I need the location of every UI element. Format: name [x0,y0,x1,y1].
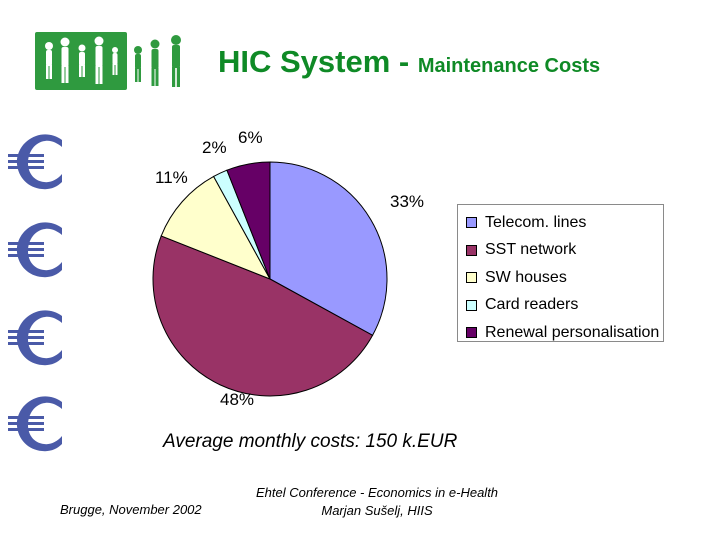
legend-label: Telecom. lines [485,213,587,231]
footer-date: Brugge, November 2002 [60,502,202,517]
legend-swatch [466,327,477,339]
logo-green-panel [35,32,127,90]
legend-item: Telecom. lines [466,209,663,237]
slice-data-label: 48% [220,390,254,409]
title-subtitle: Maintenance Costs [417,55,601,77]
euro-sign-icon [8,310,62,366]
page-title: HIC System - Maintenance Costs [218,44,600,80]
legend-swatch [466,217,477,229]
legend-swatch [466,272,477,284]
legend-item: SW houses [466,264,663,292]
footer-author: Marjan Sušelj, HIIS [321,503,433,518]
legend-swatch [466,299,477,311]
pie-slice [226,161,271,280]
legend-item: Renewal personalisation [466,319,663,347]
average-cost-caption: Average monthly costs: 150 k.EUR [163,431,458,452]
legend-item: Card readers [466,292,663,320]
pie-slice [160,175,272,280]
legend-swatch [466,244,477,256]
slice-data-label: 2% [202,138,227,157]
slice-data-label: 11% [155,168,188,187]
title-main: HIC System - [218,44,418,79]
legend-label: Renewal personalisation [485,323,660,341]
footer-conference-title: Ehtel Conference - Economics in e-Health [255,485,499,500]
footer-conference: Ehtel Conference - Economics in e-Health… [246,484,508,520]
pie-chart: 33% 48% 11% 2% 6% [152,128,424,409]
legend-item: SST network [466,237,663,265]
pie-slice [269,161,388,337]
slice-data-label: 33% [390,192,424,211]
family-figures-icon [128,30,192,92]
euro-sign-icon [8,396,62,452]
pie-slice [152,235,374,397]
family-logo-icon [45,36,118,84]
legend-label: Card readers [485,296,579,314]
legend-label: SST network [485,241,577,259]
euro-sign-icon [8,222,62,278]
euro-sign-icon [8,134,62,190]
legend-label: SW houses [485,268,567,286]
chart-legend: Telecom. lines SST network SW houses Car… [457,204,664,342]
slice-data-label: 6% [238,128,263,147]
